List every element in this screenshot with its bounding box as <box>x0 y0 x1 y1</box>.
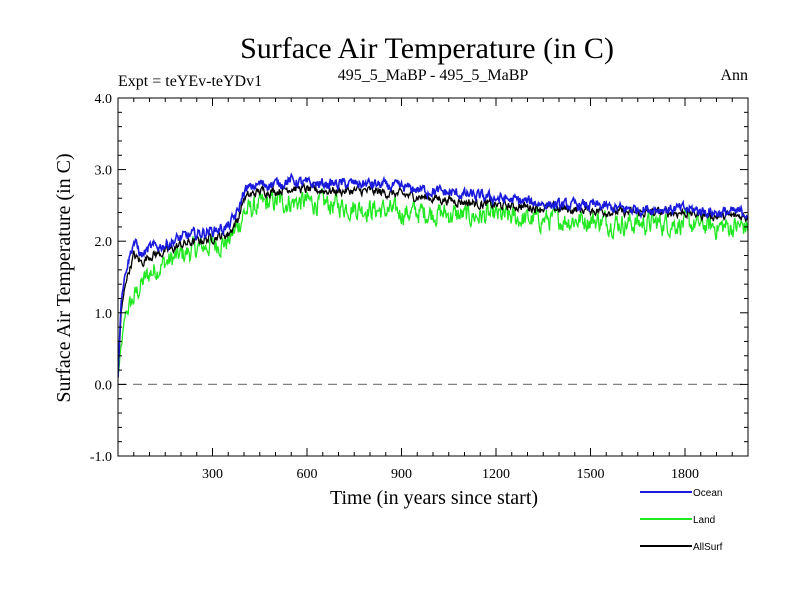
chart-subtitle-left: Expt = teYEv-teYDv1 <box>118 73 262 90</box>
y-tick-label: 1.0 <box>95 307 113 322</box>
y-tick-label: 3.0 <box>95 164 113 179</box>
x-tick-label: 1200 <box>482 467 510 482</box>
chart-subtitle-right: Ann <box>720 67 748 84</box>
axes-group <box>117 97 749 457</box>
y-tick-label: 4.0 <box>95 92 113 107</box>
series-group <box>118 172 748 378</box>
series-line-land <box>118 188 748 377</box>
legend-label-ocean: Ocean <box>693 488 722 499</box>
plot-frame <box>117 97 749 457</box>
ticks-group: 300 600 900 1200 1500 1800 -1.0 0.0 1.0 2.0 3.0 4.0 <box>90 92 748 482</box>
x-axis-label: Time (in years since start) <box>330 487 538 509</box>
x-tick-label: 1800 <box>671 467 699 482</box>
x-tick-label: 300 <box>202 467 223 482</box>
legend-label-land: Land <box>693 515 715 526</box>
y-tick-label: 0.0 <box>95 378 113 393</box>
x-tick-label: 600 <box>297 467 318 482</box>
legend: Ocean Land AllSurf <box>640 488 723 553</box>
x-tick-label: 1500 <box>577 467 605 482</box>
y-tick-label: 2.0 <box>95 235 113 250</box>
chart-title: Surface Air Temperature (in C) <box>240 32 614 65</box>
x-tick-label: 900 <box>391 467 412 482</box>
legend-label-allsurf: AllSurf <box>693 542 723 553</box>
y-axis-label: Surface Air Temperature (in C) <box>53 153 75 402</box>
chart-subtitle-center: 495_5_MaBP - 495_5_MaBP <box>338 67 529 84</box>
y-tick-label: -1.0 <box>90 450 112 465</box>
series-line-ocean <box>118 172 748 378</box>
